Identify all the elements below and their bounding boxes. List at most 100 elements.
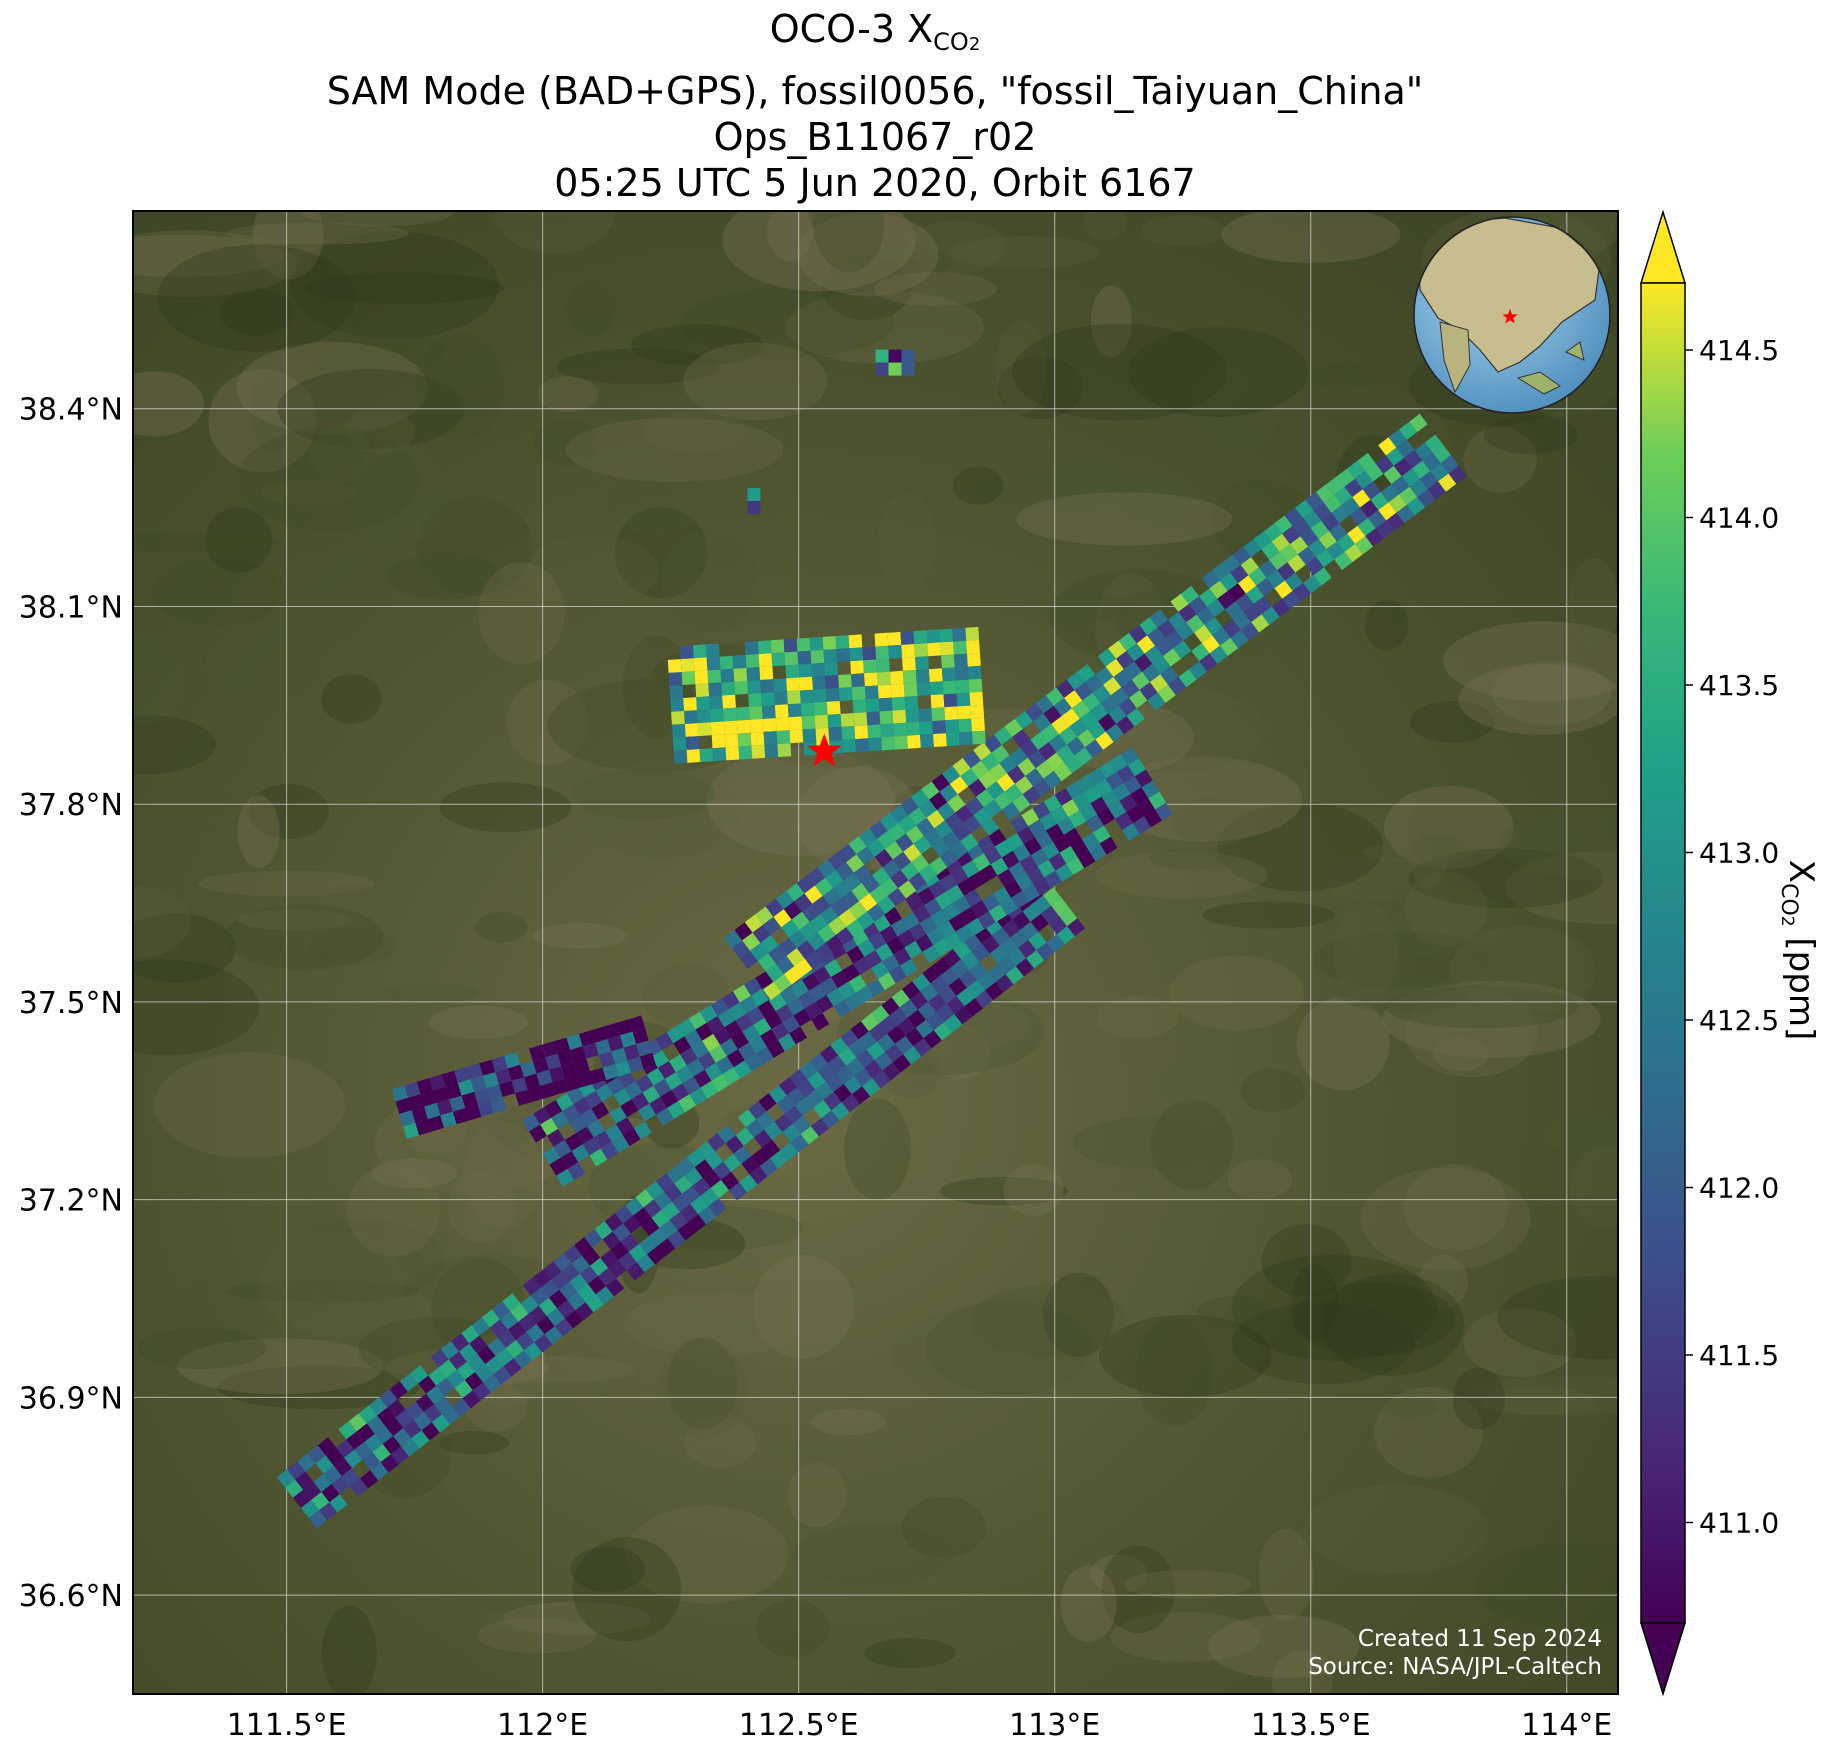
inset-globe bbox=[1413, 216, 1611, 414]
terrain-patch bbox=[1192, 361, 1281, 451]
terrain-patch bbox=[252, 211, 324, 280]
sounding-cell bbox=[789, 729, 804, 744]
sounding-cell bbox=[699, 748, 714, 762]
sounding-cell bbox=[1032, 895, 1052, 914]
sounding-cell bbox=[336, 1439, 355, 1458]
sounding-cell bbox=[1186, 614, 1205, 633]
sounding-cell bbox=[1308, 538, 1327, 557]
sounding-cell bbox=[560, 1151, 579, 1169]
sounding-cell bbox=[849, 647, 864, 662]
terrain-patch bbox=[1291, 1263, 1339, 1341]
sounding-cell bbox=[524, 1073, 541, 1090]
terrain-patch bbox=[478, 1605, 655, 1635]
sounding-cell bbox=[715, 1056, 734, 1074]
sounding-cell bbox=[1194, 624, 1213, 643]
sounding-cell bbox=[582, 1042, 599, 1059]
sounding-cell bbox=[1432, 444, 1451, 464]
sounding-cell bbox=[1240, 622, 1259, 641]
terrain-patch bbox=[1148, 847, 1236, 870]
sounding-cell bbox=[1023, 837, 1042, 856]
globe-land-india bbox=[1439, 321, 1471, 394]
sounding-cell bbox=[836, 648, 851, 662]
sounding-cell bbox=[1243, 538, 1262, 558]
terrain-patch bbox=[1473, 1541, 1618, 1630]
sounding-cell bbox=[759, 1158, 778, 1177]
terrain-patch bbox=[1101, 1545, 1175, 1634]
sounding-cell bbox=[704, 1062, 723, 1081]
terrain-patch bbox=[386, 552, 502, 600]
terrain-patch bbox=[493, 211, 616, 254]
terrain-patch bbox=[1123, 1569, 1252, 1600]
sounding-cell bbox=[824, 662, 839, 676]
sounding-cell bbox=[697, 709, 711, 724]
sounding-cell bbox=[1180, 585, 1200, 605]
sounding-cell bbox=[616, 1019, 633, 1036]
sounding-cell bbox=[817, 1063, 836, 1082]
sounding-cell bbox=[1321, 512, 1340, 531]
sounding-cell bbox=[758, 1093, 777, 1112]
sounding-cell bbox=[789, 1026, 807, 1045]
sounding-cell bbox=[955, 679, 970, 694]
sounding-cell bbox=[541, 1041, 558, 1058]
sounding-cell bbox=[737, 732, 752, 747]
sounding-cell bbox=[710, 721, 725, 736]
sounding-cell bbox=[965, 796, 984, 816]
lat-tick-label: 38.4°N bbox=[19, 393, 123, 428]
sounding-cell bbox=[800, 689, 814, 704]
sounding-cell bbox=[1303, 510, 1322, 529]
sounding-cell bbox=[1188, 596, 1207, 615]
terrain-patch bbox=[952, 466, 1004, 505]
terrain-patch bbox=[1360, 1167, 1531, 1271]
sounding-cell bbox=[928, 880, 947, 899]
sounding-cell bbox=[1041, 841, 1060, 860]
sounding-cell bbox=[465, 1104, 482, 1121]
terrain-patch bbox=[428, 1005, 529, 1040]
sounding-cell bbox=[684, 1167, 703, 1186]
terrain-patch bbox=[792, 1524, 955, 1586]
sounding-cell bbox=[851, 673, 865, 688]
sounding-cell bbox=[1196, 606, 1215, 625]
sounding-cell bbox=[1199, 588, 1218, 607]
sounding-cell bbox=[614, 1060, 632, 1077]
terrain-patch bbox=[1364, 599, 1409, 651]
sounding-cell bbox=[669, 685, 684, 699]
sounding-cell bbox=[442, 1406, 461, 1425]
sounding-cell bbox=[871, 961, 889, 980]
sounding-cell bbox=[1430, 463, 1449, 482]
sounding-cell bbox=[664, 1072, 683, 1090]
sounding-cell bbox=[902, 657, 916, 671]
sounding-cell bbox=[959, 731, 973, 746]
sounding-cell bbox=[825, 935, 844, 954]
sounding-cell bbox=[871, 1005, 890, 1024]
terrain-patch bbox=[1543, 1113, 1618, 1156]
title-line-3: Ops_B11067_r02 bbox=[713, 115, 1037, 159]
sounding-cell bbox=[864, 1059, 883, 1079]
sounding-cell bbox=[826, 988, 845, 1007]
sounding-cell bbox=[1043, 794, 1062, 813]
sounding-cell bbox=[1243, 603, 1262, 623]
sounding-cell bbox=[623, 1044, 640, 1061]
sounding-cell bbox=[426, 1385, 445, 1404]
sounding-cell bbox=[622, 1128, 641, 1147]
sounding-cell bbox=[957, 878, 976, 896]
sounding-cell bbox=[1404, 450, 1423, 469]
sounding-cell bbox=[915, 669, 930, 683]
sounding-cell bbox=[901, 911, 920, 930]
sounding-cell bbox=[768, 945, 787, 964]
sounding-cell bbox=[996, 773, 1015, 792]
sounding-cell bbox=[831, 970, 849, 989]
sounding-cell bbox=[894, 735, 908, 750]
sounding-cell bbox=[833, 1083, 852, 1103]
sounding-cell bbox=[295, 1471, 314, 1490]
sounding-cell bbox=[1134, 769, 1153, 788]
sounding-cell bbox=[820, 906, 839, 925]
sounding-cell bbox=[837, 981, 856, 1000]
sounding-cell bbox=[904, 940, 923, 959]
credit-created: Created 11 Sep 2024 bbox=[1357, 1626, 1602, 1652]
cluster-taiyuan bbox=[667, 626, 986, 764]
sounding-cell bbox=[1178, 604, 1197, 623]
terrain-patch bbox=[439, 782, 572, 833]
sounding-cell bbox=[846, 945, 865, 964]
terrain-patch bbox=[416, 496, 533, 596]
terrain-patch bbox=[1042, 1272, 1114, 1358]
